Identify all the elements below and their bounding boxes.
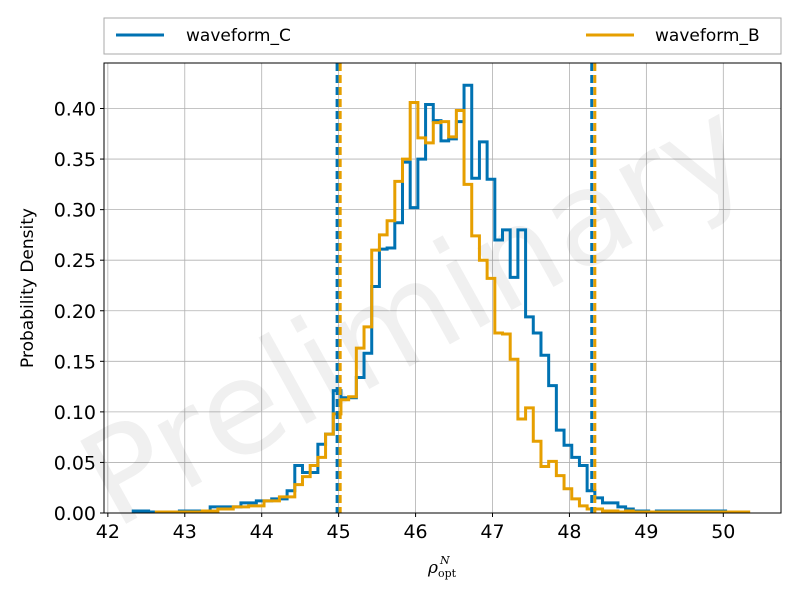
plot-frame	[103, 62, 782, 514]
x-tick-label: 44	[250, 521, 274, 543]
y-tick-label: 0.30	[54, 200, 96, 222]
x-tick-label: 49	[634, 521, 658, 543]
x-axis-label-sub: opt	[438, 567, 457, 580]
x-tick-label: 43	[173, 521, 197, 543]
y-tick-label: 0.25	[54, 250, 96, 272]
y-tick-label: 0.05	[54, 452, 96, 474]
x-axis-label-base: ρ	[427, 558, 438, 578]
y-tick-label: 0.00	[54, 503, 96, 525]
axis-ticks: 42 43 44 45 46 47 48 49 50 0.00 0.05 0.10 0.15 0.20 0.…	[54, 99, 736, 543]
y-tick-label: 0.20	[54, 301, 96, 323]
x-tick-label: 45	[327, 521, 351, 543]
x-tick-label: 42	[96, 521, 120, 543]
y-tick-label: 0.10	[54, 402, 96, 424]
x-axis-label-sup: N	[439, 554, 450, 567]
legend-box	[103, 17, 782, 55]
y-axis-label: Probability Density	[18, 208, 38, 368]
x-tick-label: 48	[557, 521, 581, 543]
legend-label-waveform-b: waveform_B	[655, 26, 760, 46]
x-axis-label: ρoptN	[427, 554, 457, 580]
y-tick-label: 0.40	[54, 99, 96, 121]
x-tick-label: 47	[480, 521, 504, 543]
quantile-lines	[335, 63, 597, 513]
grid-lines	[104, 63, 781, 514]
y-tick-label: 0.35	[54, 149, 96, 171]
y-tick-label: 0.15	[54, 351, 96, 373]
watermark: Preliminary	[56, 68, 772, 557]
x-tick-label: 46	[403, 521, 427, 543]
legend-label-waveform-c: waveform_C	[186, 26, 291, 46]
x-tick-label: 50	[711, 521, 735, 543]
legend: waveform_C waveform_B	[103, 17, 782, 55]
